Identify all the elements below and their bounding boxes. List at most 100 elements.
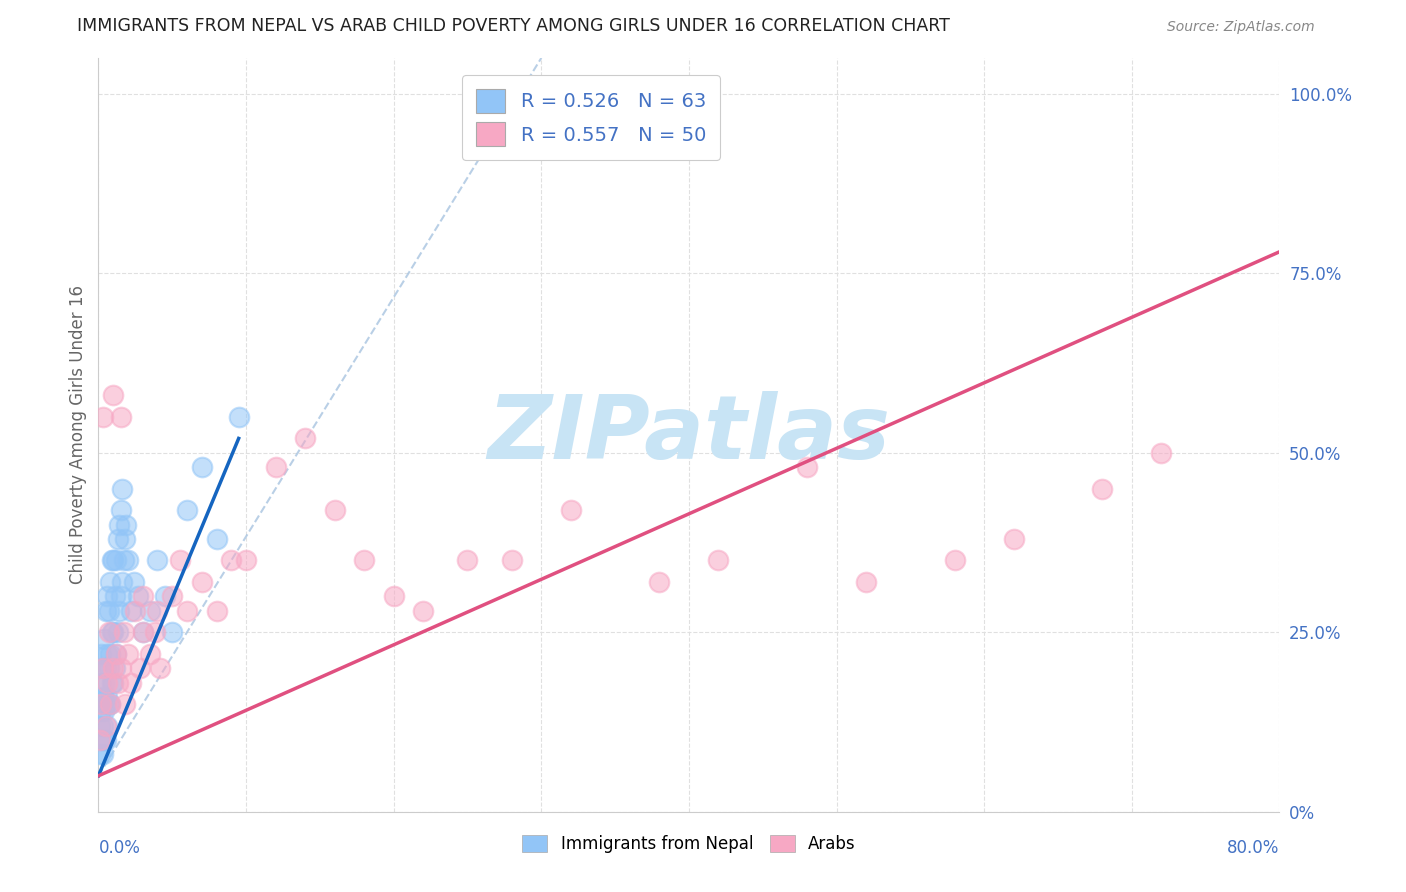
Point [91,409,114,424]
Point [176,503,198,517]
Point [205,532,228,546]
Point [90,647,112,661]
Point [89,697,111,711]
Point [96,590,118,604]
Point [90,733,112,747]
Point [132,625,155,640]
Point [110,590,132,604]
Point [91,690,114,704]
Point [108,517,131,532]
Point [169,553,191,567]
Point [120,604,142,618]
Point [97,661,120,675]
Point [100,553,122,567]
Point [103,625,125,640]
Point [112,553,135,567]
Point [89,733,111,747]
Point [139,604,162,618]
Point [228,409,250,424]
Point [90,704,112,718]
Point [105,647,128,661]
Point [96,690,118,704]
Point [91,718,114,732]
Point [235,553,257,567]
Point [146,604,169,618]
Point [115,517,138,532]
Point [100,625,122,640]
Point [104,590,127,604]
Point [93,675,115,690]
Point [117,553,139,567]
Point [107,625,129,640]
Text: IMMIGRANTS FROM NEPAL VS ARAB CHILD POVERTY AMONG GIRLS UNDER 16 CORRELATION CHA: IMMIGRANTS FROM NEPAL VS ARAB CHILD POVE… [77,17,950,35]
Point [139,647,162,661]
Point [111,574,134,589]
Point [91,661,114,675]
Point [97,697,120,711]
Point [111,482,134,496]
Point [105,553,128,567]
Point [796,460,818,475]
Point [94,661,117,675]
Point [127,590,149,604]
Text: 0.0%: 0.0% [98,839,141,857]
Point [89,747,111,762]
Point [97,604,120,618]
Point [94,697,117,711]
Point [105,647,128,661]
Point [98,574,121,589]
Point [114,697,136,711]
Y-axis label: Child Poverty Among Girls Under 16: Child Poverty Among Girls Under 16 [69,285,87,584]
Point [382,590,405,604]
Point [93,632,115,647]
Point [98,697,121,711]
Point [96,718,118,732]
Point [89,718,111,732]
Point [162,625,183,640]
Point [103,553,125,567]
Point [107,675,129,690]
Point [96,647,118,661]
Point [94,718,117,732]
Text: Source: ZipAtlas.com: Source: ZipAtlas.com [1167,21,1315,34]
Point [93,733,115,747]
Point [353,553,375,567]
Point [191,460,214,475]
Point [103,388,125,402]
Point [323,503,346,517]
Point [108,604,131,618]
Point [146,553,169,567]
Point [149,661,172,675]
Point [143,625,166,640]
Point [132,625,155,640]
Point [93,704,115,718]
Point [114,532,136,546]
Point [648,574,671,589]
Point [457,553,479,567]
Point [162,590,183,604]
Point [707,553,730,567]
Point [191,574,214,589]
Point [412,604,434,618]
Point [98,647,121,661]
Point [90,697,112,711]
Point [91,747,114,762]
Point [221,553,243,567]
Point [107,532,129,546]
Point [943,553,966,567]
Point [110,409,132,424]
Point [96,675,118,690]
Point [90,675,112,690]
Point [94,604,117,618]
Point [501,553,523,567]
Point [1150,446,1173,460]
Point [855,574,877,589]
Point [153,590,176,604]
Point [104,661,127,675]
Point [120,675,142,690]
Point [1002,532,1025,546]
Point [128,661,150,675]
Point [264,460,287,475]
Point [132,590,155,604]
Point [103,661,125,675]
